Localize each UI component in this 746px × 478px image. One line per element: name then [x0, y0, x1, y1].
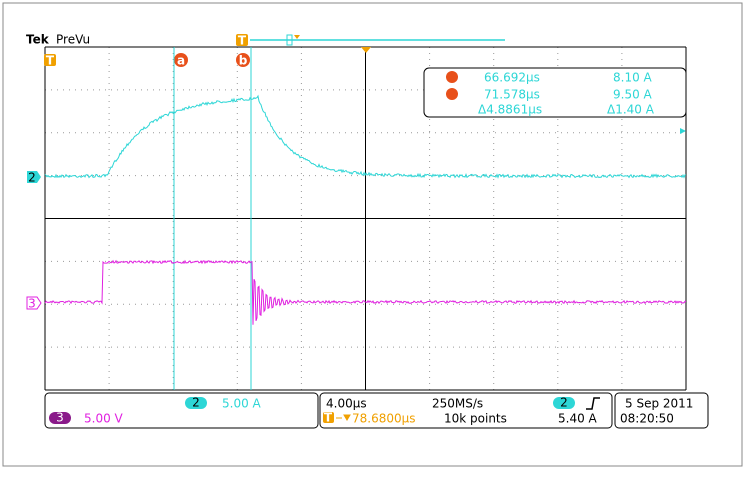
ch3-badge	[49, 412, 71, 424]
trigger-text-top: T	[238, 34, 247, 48]
cursor-b-text: b	[239, 54, 248, 68]
readout-a-badge	[446, 71, 458, 83]
channel-box	[44, 392, 319, 429]
ch2-marker-text: 2	[28, 171, 36, 185]
b-value: 9.50 A	[613, 88, 653, 102]
delta-value: Δ1.40 A	[607, 103, 655, 117]
channel-2-trace	[44, 94, 687, 179]
trigger-position-top	[294, 35, 300, 39]
ch2-label: 2	[192, 396, 200, 410]
channel-3-trace	[44, 259, 687, 325]
ch2-badge	[185, 397, 207, 409]
position-trigger-badge	[323, 412, 334, 423]
readout-b-badge	[446, 88, 458, 100]
brand: Tek	[26, 33, 50, 47]
time: 08:20:50	[620, 412, 674, 426]
cursor-a-text: a	[177, 54, 185, 68]
a-value: 8.10 A	[613, 71, 653, 85]
date: 5 Sep 2011	[625, 397, 693, 411]
trigger-level: 5.40 A	[558, 412, 598, 426]
trigger-source: 2	[560, 396, 568, 410]
sample-rate: 250MS/s	[432, 397, 483, 411]
view-window	[286, 34, 293, 46]
ch2-scale: 5.00 A	[222, 397, 262, 411]
trigger-badge	[44, 54, 56, 66]
cursor-b-badge	[236, 53, 250, 67]
ch2-ground-marker	[27, 171, 41, 183]
trigger-slope	[586, 397, 600, 410]
trigger-badge-top	[236, 34, 248, 46]
trigger-level-marker	[680, 128, 686, 134]
time-scale: 4.00µs	[326, 397, 367, 411]
trigger-text: T	[46, 54, 55, 68]
record-length: 10k points	[444, 412, 507, 426]
ch3-marker-text: 3	[28, 297, 36, 311]
position-arrow	[336, 414, 351, 421]
trigger-source-badge	[553, 397, 575, 409]
ch3-ground-marker	[26, 296, 42, 310]
mode: PreVu	[56, 33, 90, 47]
position: 78.6800µs	[352, 412, 416, 426]
cursor-readout	[423, 67, 687, 118]
b-time: 71.578µs	[484, 88, 540, 102]
timebase-box	[319, 392, 613, 429]
a-time: 66.692µs	[484, 71, 540, 85]
datetime-box	[614, 392, 709, 429]
delta-time: Δ4.8861µs	[478, 103, 542, 117]
ch3-scale: 5.00 V	[84, 412, 124, 426]
cursor-a-badge	[174, 53, 188, 67]
trigger-position	[361, 47, 371, 53]
ch3-label: 3	[56, 411, 64, 425]
position-trigger-text: T	[324, 411, 333, 425]
